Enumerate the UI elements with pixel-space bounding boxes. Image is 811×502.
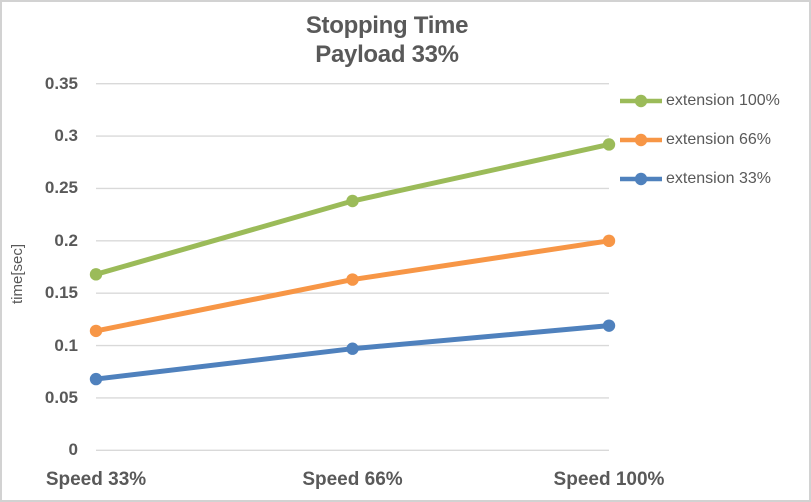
legend-item: extension 33% [618,168,771,190]
x-axis-label: Speed 66% [302,469,403,490]
x-axis-label: Speed 33% [45,469,147,490]
y-tick-label: 0 [68,440,78,460]
chart-title-line2: Payload 33% [315,41,459,68]
legend-label: extension 66% [666,131,771,148]
legend-label: extension 100% [666,92,780,109]
y-tick-label: 0.15 [44,283,78,303]
legend-item: extension 100% [618,90,780,112]
chart-title-line1: Stopping Time [305,12,469,39]
data-point-marker [89,324,103,338]
data-point-marker [602,319,616,332]
data-point-marker [346,273,359,286]
y-tick-label: 0.3 [54,126,78,146]
data-point-marker [346,342,359,355]
legend-marker-icon [620,133,662,147]
y-tick-label: 0.25 [44,178,78,198]
y-tick-label: 0.2 [54,230,78,250]
legend-marker-icon [620,172,662,186]
data-point-marker [346,194,359,208]
data-point-marker [602,234,616,248]
y-tick-label: 0.05 [44,387,78,407]
data-point-marker [602,138,616,151]
legend-item: extension 66% [618,129,771,151]
legend-label: extension 33% [666,170,771,187]
data-point-marker [89,268,103,281]
y-tick-label: 0.35 [44,73,78,93]
legend-marker-icon [620,94,662,108]
y-tick-label: 0.1 [54,335,78,355]
data-point-marker [89,372,103,386]
chart-title: Stopping Time Payload 33% [2,11,772,69]
x-axis-label: Speed 100% [553,469,665,490]
